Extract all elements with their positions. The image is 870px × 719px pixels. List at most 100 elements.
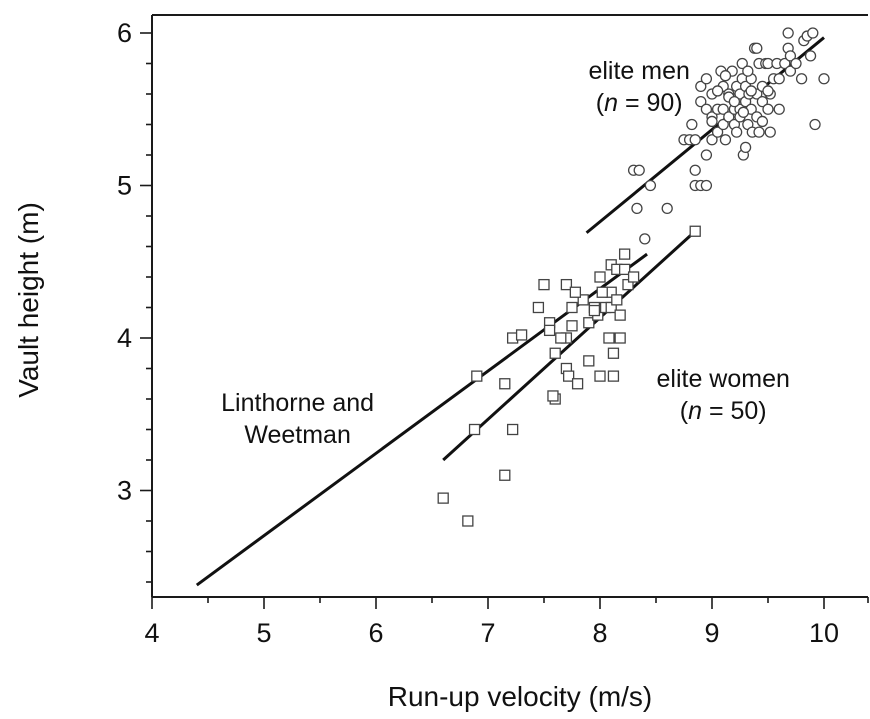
x-tick-label: 4 bbox=[144, 618, 159, 648]
women-data-point bbox=[538, 278, 550, 291]
men-data-point bbox=[711, 126, 724, 138]
men-data-point bbox=[700, 103, 713, 115]
x-tick-label: 9 bbox=[704, 618, 719, 648]
annotation-men-line: (n = 90) bbox=[596, 89, 683, 117]
x-tick-label: 7 bbox=[480, 618, 495, 648]
men-data-point bbox=[736, 57, 748, 70]
men-data-point bbox=[795, 73, 808, 85]
women-data-point bbox=[499, 469, 511, 481]
women-data-point bbox=[569, 286, 582, 298]
women-data-point bbox=[607, 347, 620, 359]
annotation-men-line: elite men bbox=[588, 57, 689, 85]
men-data-point bbox=[818, 73, 830, 85]
men-data-point bbox=[804, 50, 817, 62]
x-tick-label: 6 bbox=[368, 618, 383, 648]
men-data-point bbox=[756, 95, 769, 108]
women-data-point bbox=[499, 378, 511, 390]
men-data-point bbox=[773, 103, 785, 115]
men-data-point bbox=[700, 149, 713, 161]
regression-line bbox=[585, 36, 825, 234]
women-data-point bbox=[577, 294, 589, 306]
men-data-point bbox=[723, 111, 735, 123]
men-data-point bbox=[719, 70, 732, 82]
y-ticks: 3 4 5 6 bbox=[117, 18, 152, 583]
y-tick-label: 4 bbox=[117, 323, 132, 353]
men-data-point bbox=[633, 164, 645, 176]
women-data-point bbox=[614, 332, 626, 344]
men-data-point bbox=[764, 126, 776, 138]
women-data-point bbox=[618, 263, 631, 276]
men-data-point bbox=[711, 85, 724, 97]
annotation-women-line: elite women bbox=[656, 365, 789, 393]
women-data-point bbox=[611, 294, 623, 306]
women-data-point bbox=[583, 317, 595, 329]
men-data-point bbox=[745, 85, 757, 97]
men-data-point bbox=[700, 179, 713, 192]
x-ticks: 4 5 6 7 8 9 10 bbox=[144, 597, 869, 648]
men-data-point bbox=[807, 27, 819, 39]
men-data-point bbox=[706, 134, 718, 146]
x-axis-title: Run-up velocity (m/s) bbox=[388, 681, 653, 712]
annotation-lw-line: Linthorne and bbox=[221, 389, 374, 417]
women-data-point bbox=[471, 370, 483, 382]
regression-line bbox=[442, 230, 697, 462]
women-data-point bbox=[607, 370, 620, 382]
men-data-point bbox=[689, 134, 701, 146]
women-data-point bbox=[560, 278, 573, 291]
women-data-point bbox=[506, 423, 519, 436]
annotations: elite men (n = 90) elite women (n = 50) Lint… bbox=[221, 57, 790, 449]
men-data-point bbox=[762, 85, 774, 97]
women-data-point bbox=[614, 309, 626, 321]
men-data-point bbox=[784, 50, 797, 62]
women-data-point bbox=[437, 492, 449, 504]
men-data-point bbox=[762, 103, 774, 115]
y-tick-label: 5 bbox=[117, 171, 132, 201]
men-data-point bbox=[782, 27, 794, 39]
data-points bbox=[437, 27, 830, 527]
men-data-point bbox=[700, 73, 713, 85]
women-data-point bbox=[594, 370, 606, 382]
x-tick-label: 10 bbox=[809, 618, 839, 648]
men-data-point bbox=[751, 42, 763, 54]
men-data-point bbox=[753, 126, 765, 138]
men-data-point bbox=[717, 103, 729, 115]
men-data-point bbox=[728, 95, 741, 108]
men-data-point bbox=[695, 95, 707, 108]
women-data-point bbox=[532, 301, 545, 314]
women-data-point bbox=[627, 271, 640, 283]
men-data-point bbox=[790, 57, 802, 70]
men-data-point bbox=[706, 115, 718, 128]
women-data-point bbox=[549, 347, 561, 359]
women-data-point bbox=[468, 423, 481, 436]
x-tick-label: 5 bbox=[256, 618, 271, 648]
men-data-point bbox=[737, 106, 750, 118]
women-data-point bbox=[594, 271, 606, 283]
men-data-point bbox=[631, 202, 643, 215]
y-tick-label: 6 bbox=[117, 18, 132, 48]
y-tick-label: 3 bbox=[117, 476, 132, 506]
women-data-point bbox=[603, 332, 615, 344]
women-data-point bbox=[596, 286, 608, 298]
women-data-point bbox=[571, 378, 584, 390]
women-data-point bbox=[689, 225, 701, 237]
men-data-point bbox=[742, 65, 754, 77]
men-data-point bbox=[784, 65, 797, 77]
men-data-point bbox=[689, 164, 701, 176]
men-data-point bbox=[661, 202, 673, 215]
plot-frame bbox=[151, 14, 868, 598]
men-data-point bbox=[717, 118, 729, 131]
x-tick-label: 8 bbox=[592, 618, 607, 648]
women-data-point bbox=[562, 370, 575, 382]
men-data-point bbox=[639, 233, 651, 245]
men-data-point bbox=[719, 134, 732, 146]
women-data-point bbox=[588, 304, 601, 317]
men-data-point bbox=[809, 118, 821, 131]
women-data-point bbox=[547, 390, 559, 402]
men-data-point bbox=[756, 115, 769, 128]
men-data-point bbox=[773, 73, 785, 85]
women-data-point bbox=[555, 332, 567, 344]
y-axis-title: Vault height (m) bbox=[13, 202, 44, 398]
women-data-point bbox=[583, 355, 595, 367]
annotation-lw-line: Weetman bbox=[244, 421, 351, 449]
